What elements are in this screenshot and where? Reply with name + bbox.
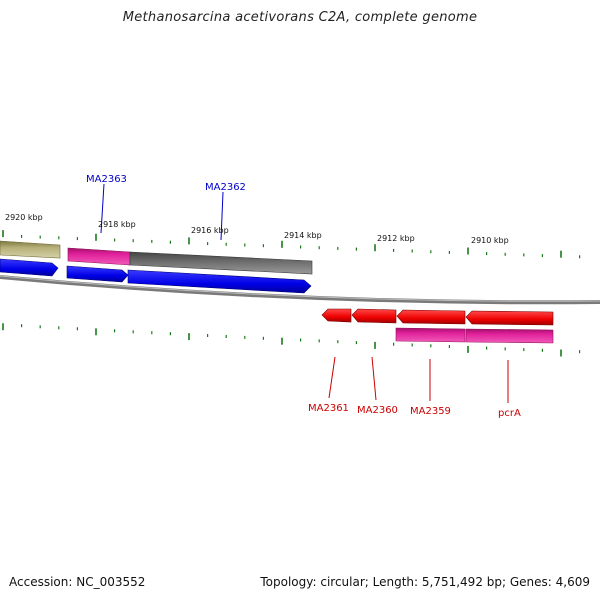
gene-arrow-MA2359[interactable]: [396, 309, 466, 325]
scale-label-2910: 2910 kbp: [471, 236, 509, 245]
scale-label-2920: 2920 kbp: [5, 213, 43, 222]
scale-label-2914: 2914 kbp: [284, 231, 322, 240]
genome-summary-text: Topology: circular; Length: 5,751,492 bp…: [260, 575, 590, 589]
scale-ticks-top: [2, 230, 581, 259]
scale-label-2916: 2916 kbp: [191, 226, 229, 235]
genome-backbone-highlight: [0, 275, 600, 302]
gene-arrow-MA2360[interactable]: [351, 308, 397, 324]
gene-arrow-MA2362[interactable]: [127, 269, 312, 294]
scale-label-2912: 2912 kbp: [377, 234, 415, 243]
feature-magenta-upper: [67, 247, 131, 266]
gene-label-MA2363[interactable]: MA2363: [86, 174, 127, 185]
feature-olive: [0, 240, 61, 259]
gene-arrow-blue-left[interactable]: [0, 258, 59, 277]
leader-MA2363: [100, 183, 105, 234]
gene-label-MA2360[interactable]: MA2360: [357, 405, 398, 416]
leader-MA2361: [328, 356, 336, 399]
scale-ticks-bottom: [2, 323, 581, 357]
scale-label-2918: 2918 kbp: [98, 220, 136, 229]
genome-backbone: [0, 275, 600, 305]
leader-MA2362: [220, 191, 224, 241]
gene-label-MA2362[interactable]: MA2362: [205, 182, 246, 193]
accession-text: Accession: NC_003552: [9, 575, 146, 589]
leader-MA2360: [371, 356, 377, 401]
gene-label-pcrA[interactable]: pcrA: [498, 408, 521, 419]
feature-magenta-lower-1: [395, 327, 466, 343]
gene-arrow-pcrA[interactable]: [465, 310, 554, 326]
map-title: Methanosarcina acetivorans C2A, complete…: [122, 10, 478, 25]
feature-magenta-lower-2: [465, 328, 554, 344]
feature-gray: [129, 251, 313, 275]
gene-arrow-MA2361[interactable]: [321, 308, 352, 323]
gene-label-MA2359[interactable]: MA2359: [410, 406, 451, 417]
gene-arrow-MA2363[interactable]: [66, 265, 129, 283]
gene-label-MA2361[interactable]: MA2361: [308, 403, 349, 414]
